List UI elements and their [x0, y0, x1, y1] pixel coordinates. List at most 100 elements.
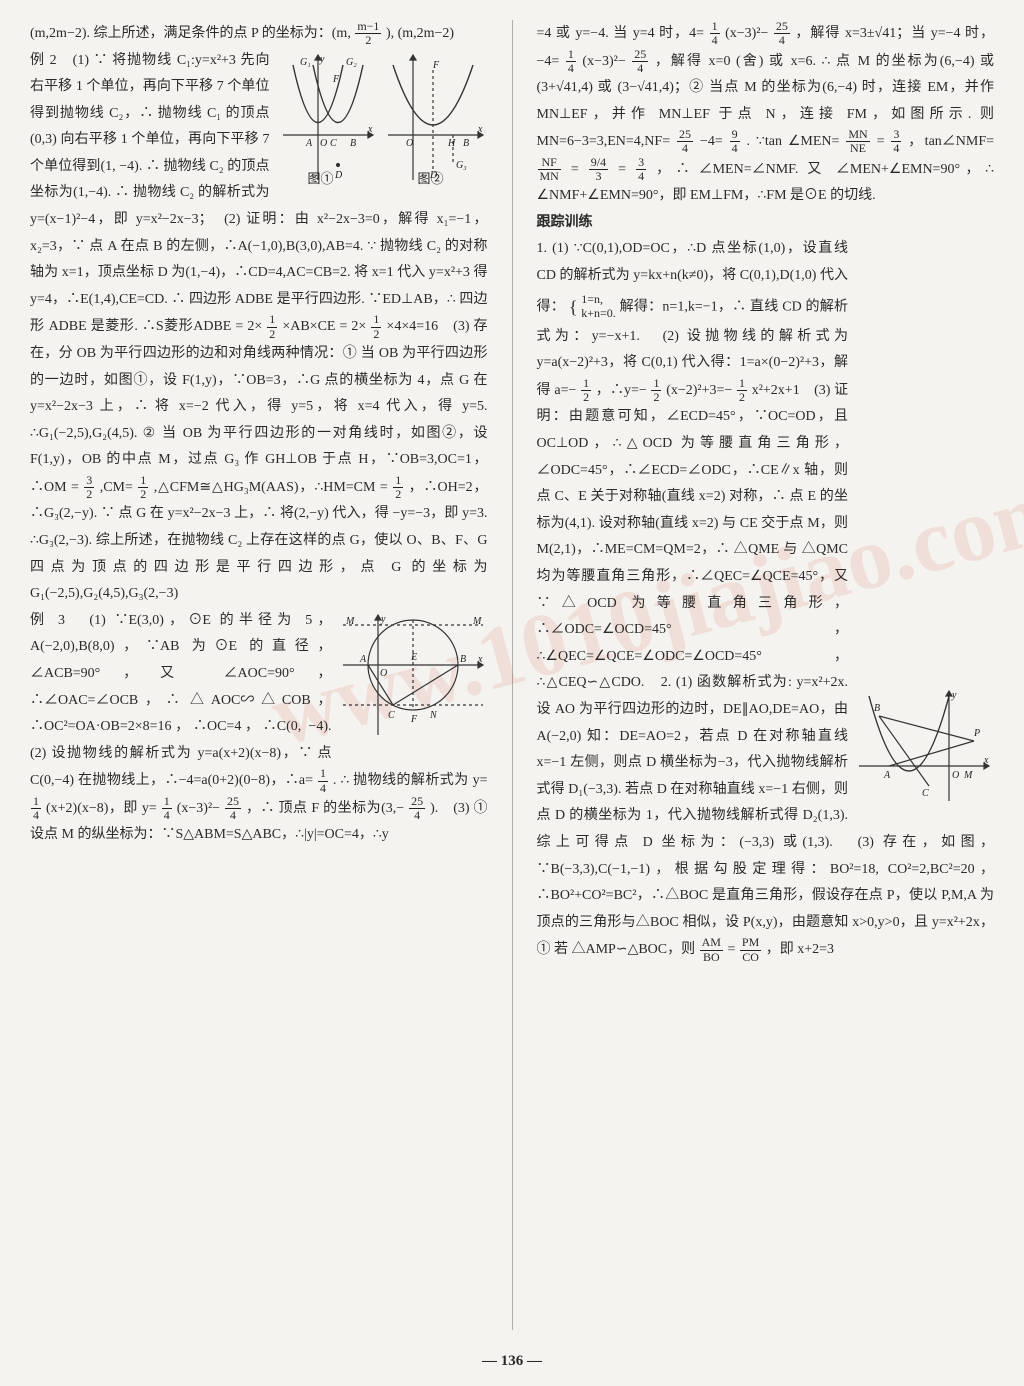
svg-text:B: B [874, 703, 880, 714]
figure-circle: y M M A O E B C FN x [338, 610, 488, 740]
svg-text:M: M [472, 616, 482, 627]
fraction: 34 [636, 156, 646, 183]
text: (x+2)(x−8)，即 y= [46, 801, 157, 816]
figure-parabolas: G₁G₂ F AOCB Dxy FOHB DG₃x 图① 图② [278, 50, 488, 190]
text: ), (m,2m−2) [386, 26, 454, 41]
svg-text:P: P [973, 728, 980, 739]
right-column: =4 或 y=−4. 当 y=4 时，4= 14 (x−3)²− 254 ，解得… [537, 20, 995, 1330]
section-heading: 跟踪训练 [537, 210, 995, 237]
text: = [877, 134, 885, 149]
fraction: 12 [138, 474, 148, 501]
right-para-1: =4 或 y=−4. 当 y=4 时，4= 14 (x−3)²− 254 ，解得… [537, 20, 995, 210]
text: 例 2 (1) ∵ 将抛物线 [30, 53, 172, 68]
svg-text:N: N [429, 710, 438, 721]
svg-text:G₂: G₂ [346, 57, 357, 68]
fraction: 254 [677, 128, 693, 155]
fraction: 14 [31, 795, 41, 822]
fraction: 254 [225, 795, 241, 822]
svg-text:G₁: G₁ [300, 57, 311, 68]
fraction: 34 [891, 128, 901, 155]
svg-text:B: B [350, 138, 356, 149]
svg-text:M: M [963, 770, 973, 781]
fraction: 14 [710, 20, 720, 47]
fraction: 94 [730, 128, 740, 155]
fraction: AMBO [700, 936, 723, 963]
text: ×4×4=16 (3) 存在，分 OB 为平行四边形的边和对角线两种情况：① 当… [30, 319, 488, 494]
svg-text:x: x [477, 654, 483, 665]
text: ，tan∠NMF= [908, 134, 994, 149]
fraction: 32 [84, 474, 94, 501]
svg-text:A: A [883, 770, 891, 781]
fraction: 12 [651, 377, 661, 404]
svg-text:O: O [406, 138, 413, 149]
eq-line: 1=n, [581, 292, 603, 306]
text: ，∴y=− [596, 383, 647, 398]
svg-text:y: y [951, 690, 957, 701]
text: (x−3)²− [177, 801, 220, 816]
text: ,CM= [100, 480, 133, 495]
svg-text:H: H [447, 138, 456, 149]
parabola2-svg: BP AOM Cxy [854, 686, 994, 806]
fraction: 12 [267, 313, 277, 340]
figure-problem-2: BP AOM Cxy [854, 686, 994, 806]
text: = [727, 942, 735, 957]
svg-text:O: O [380, 668, 387, 679]
circle-svg: y M M A O E B C FN x [338, 610, 488, 740]
text: . ∴ 抛物线的解析式为 y= [333, 773, 488, 788]
svg-text:D: D [334, 170, 343, 181]
text: (x−3)²− [725, 26, 768, 41]
fraction: 254 [409, 795, 425, 822]
text: −4= [700, 134, 723, 149]
svg-text:O: O [320, 138, 327, 149]
text: . ∵tan ∠MEN= [747, 134, 840, 149]
fraction: PMCO [740, 936, 761, 963]
svg-text:y: y [319, 54, 325, 65]
text: = [618, 162, 626, 177]
fraction: 14 [566, 48, 576, 75]
fraction: 12 [371, 313, 381, 340]
fraction: 9/43 [589, 156, 608, 183]
svg-text:F: F [410, 714, 418, 725]
text: ×AB×CE = 2× [282, 319, 366, 334]
fraction: NFMN [538, 156, 561, 183]
svg-text:B: B [460, 654, 466, 665]
fraction: 14 [162, 795, 172, 822]
text: = [71, 480, 79, 495]
svg-text:F: F [432, 60, 440, 71]
text: ，即 x+2=3 [766, 942, 834, 957]
left-column: (m,2m−2). 综上所述，满足条件的点 P 的坐标为：(m, m−12 ),… [30, 20, 488, 1330]
svg-text:C: C [330, 138, 337, 149]
svg-text:G₃: G₃ [456, 160, 467, 171]
text: (m,2m−2). 综上所述，满足条件的点 P 的坐标为：(m, [30, 26, 354, 41]
svg-text:E: E [410, 652, 417, 663]
svg-text:B: B [463, 138, 469, 149]
svg-text:A: A [305, 138, 313, 149]
column-divider [512, 20, 513, 1330]
page-content: (m,2m−2). 综上所述，满足条件的点 P 的坐标为：(m, m−12 ),… [30, 20, 994, 1330]
svg-text:x: x [367, 124, 373, 135]
text: ，∴OH=2，∴G₃(2,−y). ∵ 点 G 在 y=x²−2x−3 上，∴ … [30, 480, 488, 601]
svg-text:O: O [952, 770, 959, 781]
text: 例 3 (1) ∵E(3,0)，⊙E 的半径为 5，A(−2,0),B(8,0)… [30, 613, 346, 788]
svg-text:x: x [983, 755, 989, 766]
svg-text:x: x [477, 124, 483, 135]
fraction: 254 [774, 20, 790, 47]
fraction: m−12 [355, 20, 381, 47]
svg-text:M: M [345, 616, 355, 627]
problem-1: 1. (1) ∵C(0,1),OD=OC，∴D 点坐标(1,0)，设直线 CD … [537, 236, 995, 963]
svg-text:A: A [359, 654, 367, 665]
svg-text:F: F [332, 74, 340, 85]
page-number: — 136 — [482, 1353, 542, 1370]
fraction: 254 [632, 48, 648, 75]
text: (x−3)²− [582, 53, 625, 68]
svg-text:y: y [380, 614, 386, 625]
svg-text:C: C [388, 710, 395, 721]
text: ,△CFM≅△HG₃M(AAS)，∴HM=CM = [154, 480, 388, 495]
fraction: 12 [393, 474, 403, 501]
fig-label-2: 图② [418, 167, 444, 192]
fig-label-1: 图① [308, 167, 334, 192]
fraction: MNNE [846, 128, 869, 155]
text: x²+2x+1 (3) 证明：由题意可知，∠ECD=45°，∵OC=OD，且 O… [537, 383, 995, 957]
text: (x−2)²+3=− [666, 383, 732, 398]
fraction: 14 [318, 767, 328, 794]
